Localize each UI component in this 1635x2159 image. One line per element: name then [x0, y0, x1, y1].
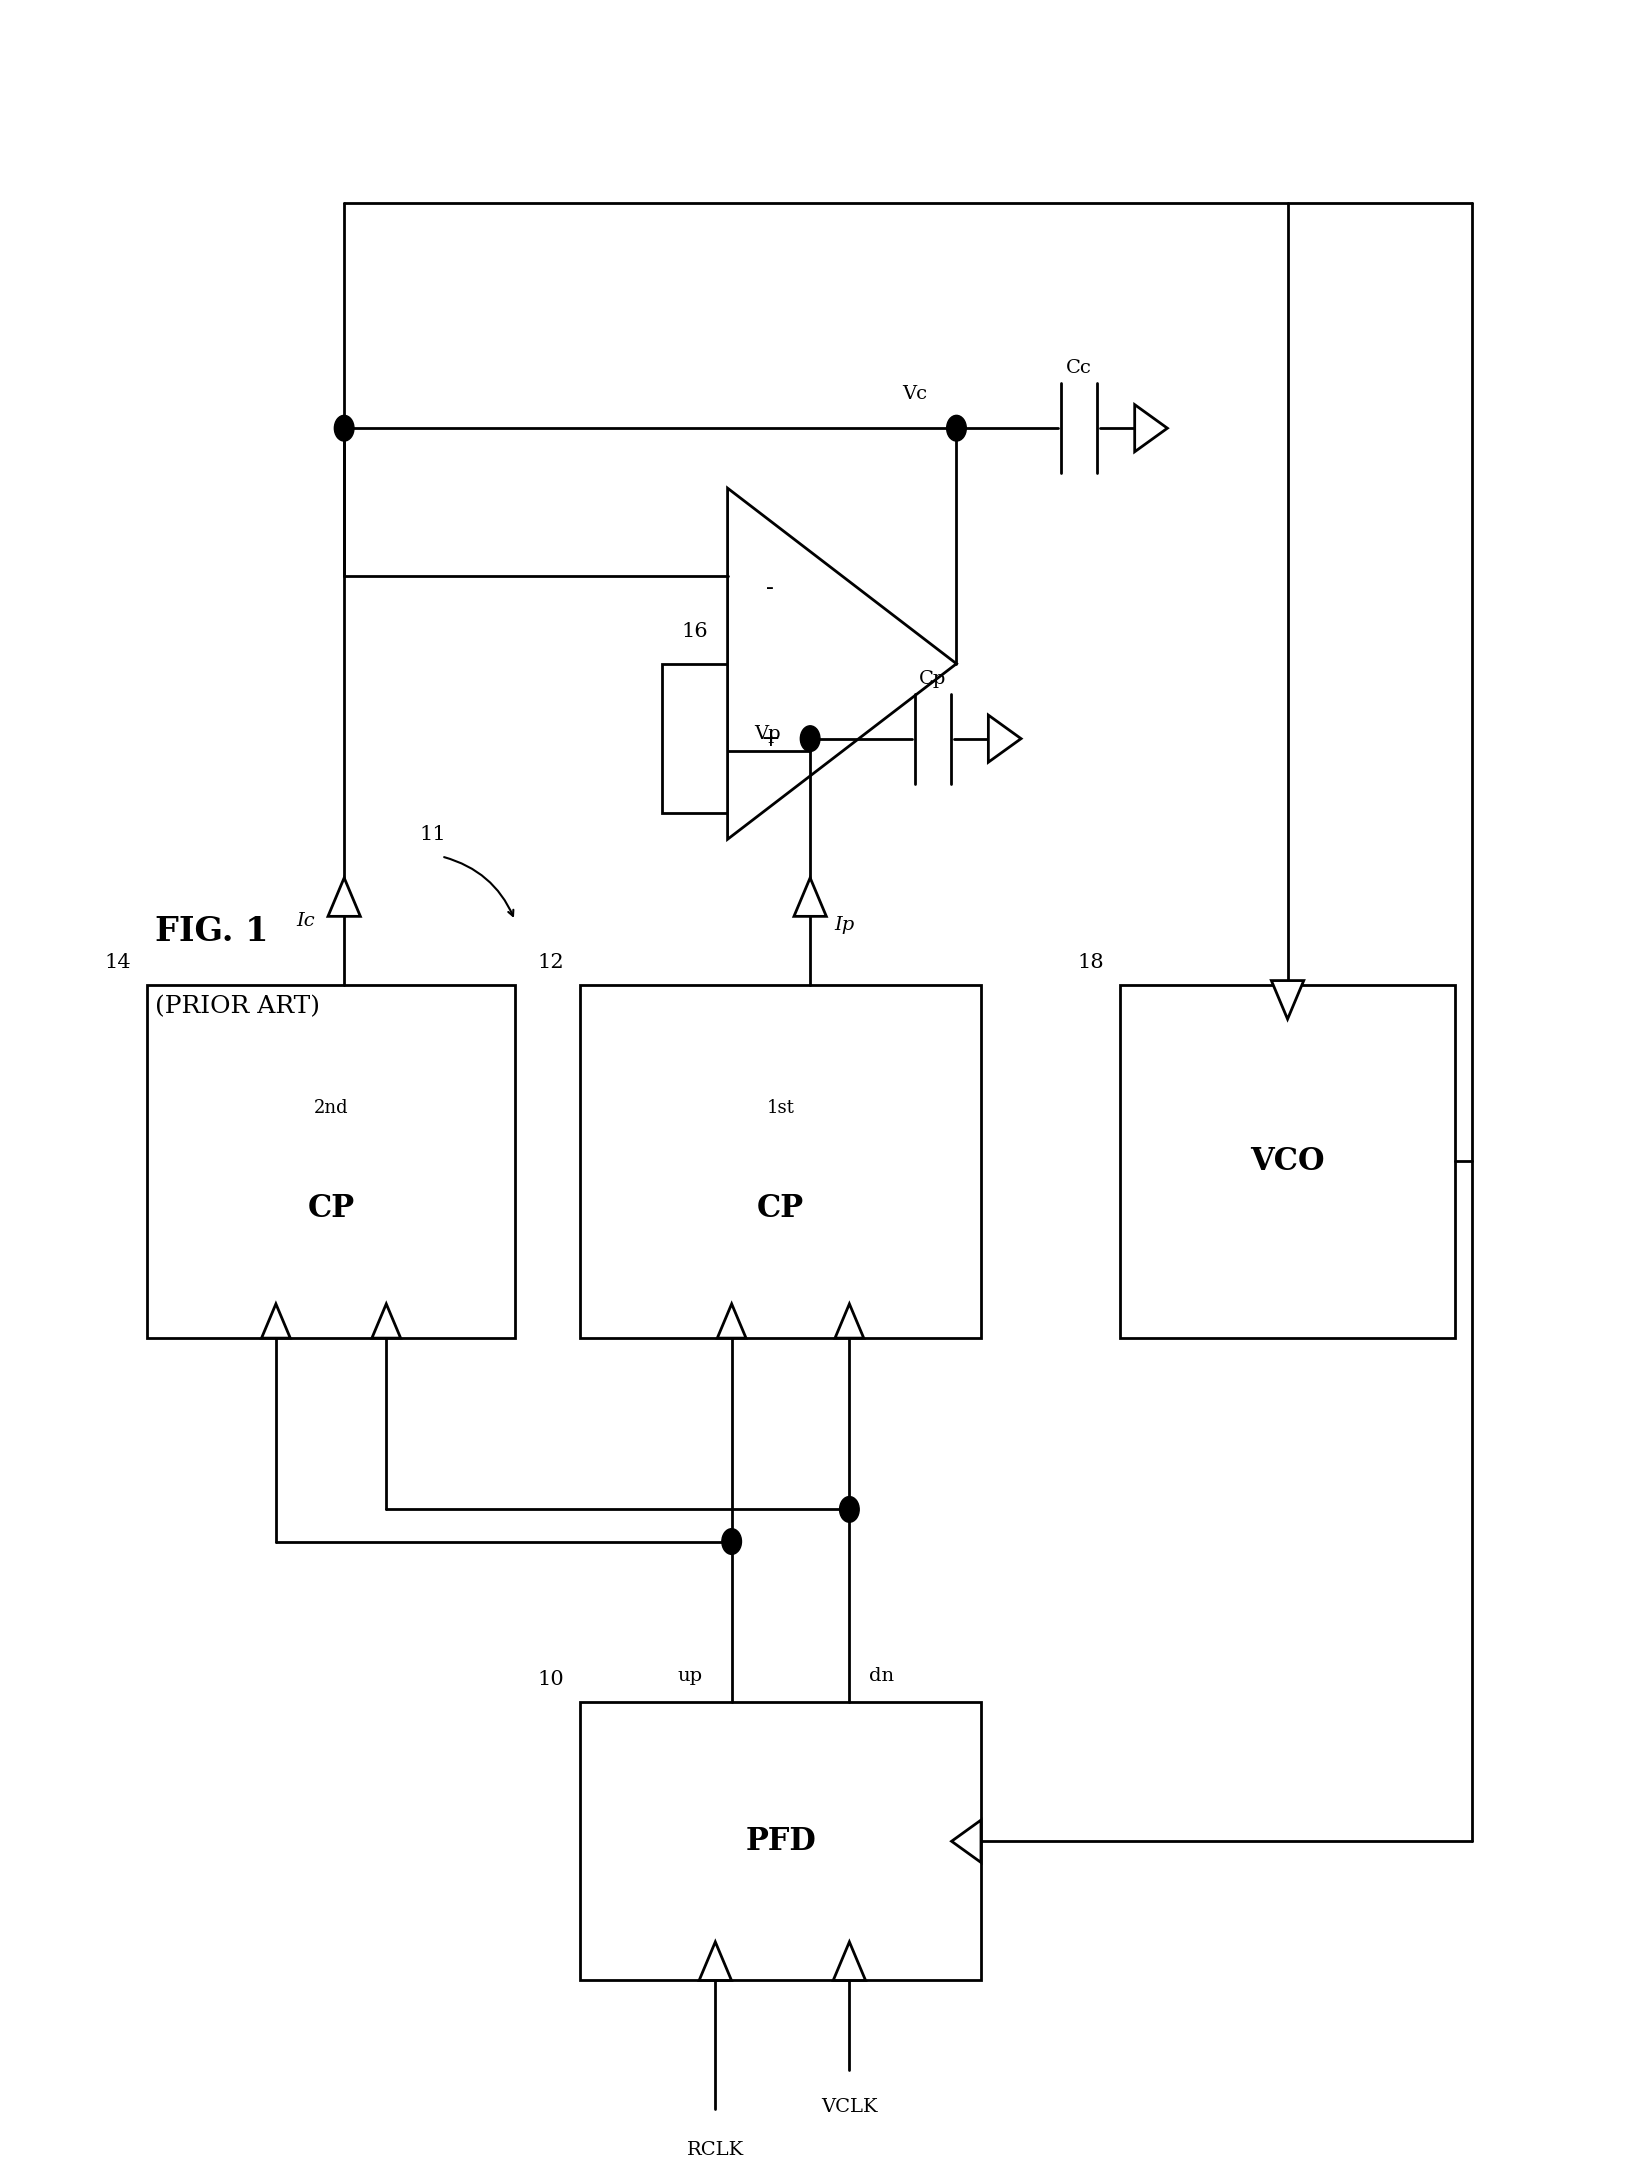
Polygon shape	[371, 1304, 401, 1339]
Text: Vp: Vp	[754, 725, 782, 743]
Text: Vc: Vc	[903, 384, 927, 404]
Bar	[580, 1701, 981, 1980]
Polygon shape	[835, 1304, 863, 1339]
Text: 18: 18	[1077, 952, 1104, 972]
Polygon shape	[700, 1941, 731, 1980]
Bar	[147, 985, 515, 1339]
Text: 10: 10	[538, 1671, 564, 1688]
Text: 14: 14	[105, 952, 131, 972]
Text: (PRIOR ART): (PRIOR ART)	[155, 995, 320, 1017]
Text: up: up	[677, 1667, 701, 1686]
Circle shape	[723, 1529, 741, 1554]
Bar	[662, 663, 728, 814]
Text: 12: 12	[538, 952, 564, 972]
Text: dn: dn	[870, 1667, 894, 1686]
Text: Ic: Ic	[296, 911, 316, 931]
Text: VCLK: VCLK	[821, 2099, 878, 2116]
Circle shape	[334, 415, 353, 440]
Text: PFD: PFD	[746, 1827, 816, 1857]
Text: 11: 11	[420, 825, 446, 844]
Bar	[1120, 985, 1455, 1339]
Circle shape	[947, 415, 966, 440]
Text: Cp: Cp	[919, 669, 947, 689]
Text: Cc: Cc	[1066, 358, 1092, 378]
Bar	[580, 985, 981, 1339]
Text: 16: 16	[682, 622, 708, 641]
Circle shape	[840, 1496, 858, 1522]
Polygon shape	[1272, 980, 1303, 1019]
Polygon shape	[329, 879, 360, 915]
Circle shape	[801, 725, 819, 751]
Polygon shape	[952, 1820, 981, 1863]
Text: CP: CP	[757, 1194, 804, 1224]
Text: -: -	[767, 576, 773, 600]
Text: 1st: 1st	[767, 1099, 795, 1116]
Polygon shape	[795, 879, 826, 915]
Polygon shape	[718, 1304, 746, 1339]
Polygon shape	[834, 1941, 865, 1980]
Polygon shape	[1135, 404, 1167, 451]
Text: +: +	[760, 728, 780, 751]
Text: Ip: Ip	[834, 915, 855, 935]
Text: VCO: VCO	[1251, 1146, 1324, 1177]
Text: 2nd: 2nd	[314, 1099, 348, 1116]
Polygon shape	[728, 488, 956, 840]
Polygon shape	[262, 1304, 291, 1339]
Text: RCLK: RCLK	[687, 2142, 744, 2159]
Text: CP: CP	[307, 1194, 355, 1224]
Polygon shape	[988, 715, 1020, 762]
Text: FIG. 1: FIG. 1	[155, 915, 268, 948]
